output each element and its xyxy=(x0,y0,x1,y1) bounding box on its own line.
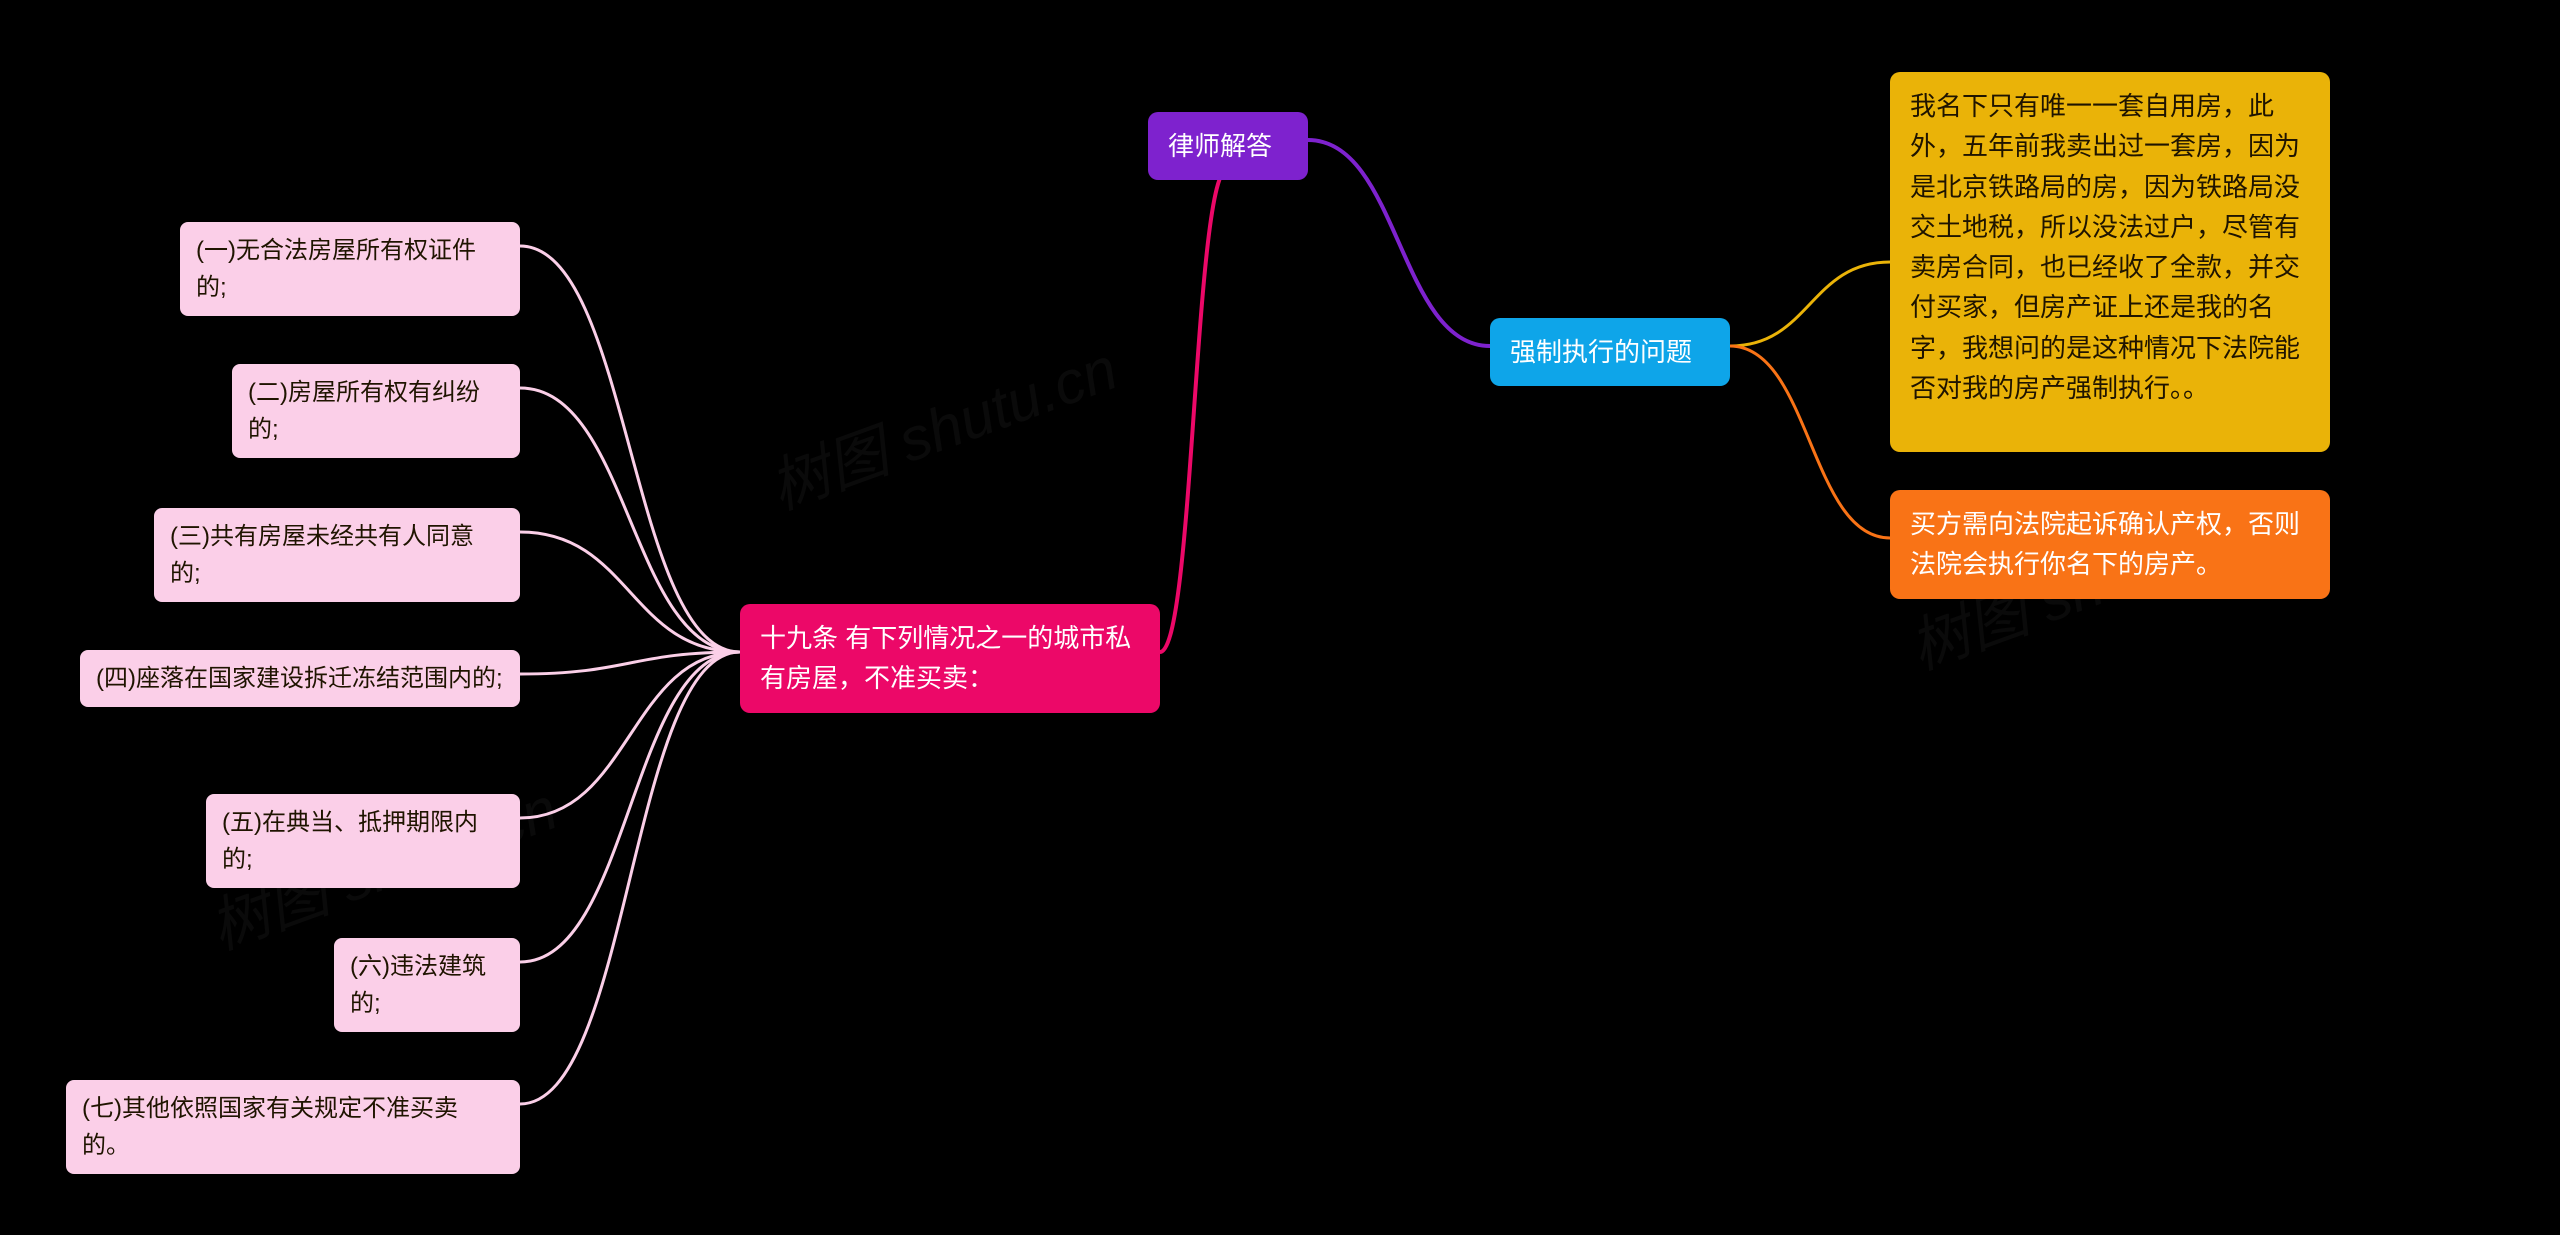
connector xyxy=(520,652,740,674)
connector xyxy=(1730,346,1890,538)
left-leaf-item-6[interactable]: (六)违法建筑的; xyxy=(334,938,520,1032)
left-leaf-item-3[interactable]: (三)共有房屋未经共有人同意的; xyxy=(154,508,520,602)
connector xyxy=(520,388,740,652)
connector xyxy=(520,652,740,962)
left-leaf-item-4[interactable]: (四)座落在国家建设拆迁冻结范围内的; xyxy=(80,650,520,707)
right-branch-node[interactable]: 强制执行的问题 xyxy=(1490,318,1730,386)
left-leaf-item-1[interactable]: (一)无合法房屋所有权证件的; xyxy=(180,222,520,316)
connector xyxy=(1730,262,1890,346)
connector xyxy=(520,532,740,652)
left-leaf-item-5[interactable]: (五)在典当、抵押期限内的; xyxy=(206,794,520,888)
root-node[interactable]: 律师解答 xyxy=(1148,112,1308,180)
connector xyxy=(520,652,740,1104)
left-leaf-item-7[interactable]: (七)其他依照国家有关规定不准买卖的。 xyxy=(66,1080,520,1174)
left-branch-node[interactable]: 十九条 有下列情况之一的城市私有房屋，不准买卖： xyxy=(740,604,1160,713)
right-child-advice[interactable]: 买方需向法院起诉确认产权，否则法院会执行你名下的房产。 xyxy=(1890,490,2330,599)
connector xyxy=(1308,140,1490,346)
watermark: 树图 shutu.cn xyxy=(756,320,1127,526)
connector xyxy=(1160,168,1228,652)
connector xyxy=(520,652,740,818)
left-leaf-item-2[interactable]: (二)房屋所有权有纠纷的; xyxy=(232,364,520,458)
right-child-problem-description[interactable]: 我名下只有唯一一套自用房，此外，五年前我卖出过一套房，因为是北京铁路局的房，因为… xyxy=(1890,72,2330,452)
connector xyxy=(520,246,740,652)
